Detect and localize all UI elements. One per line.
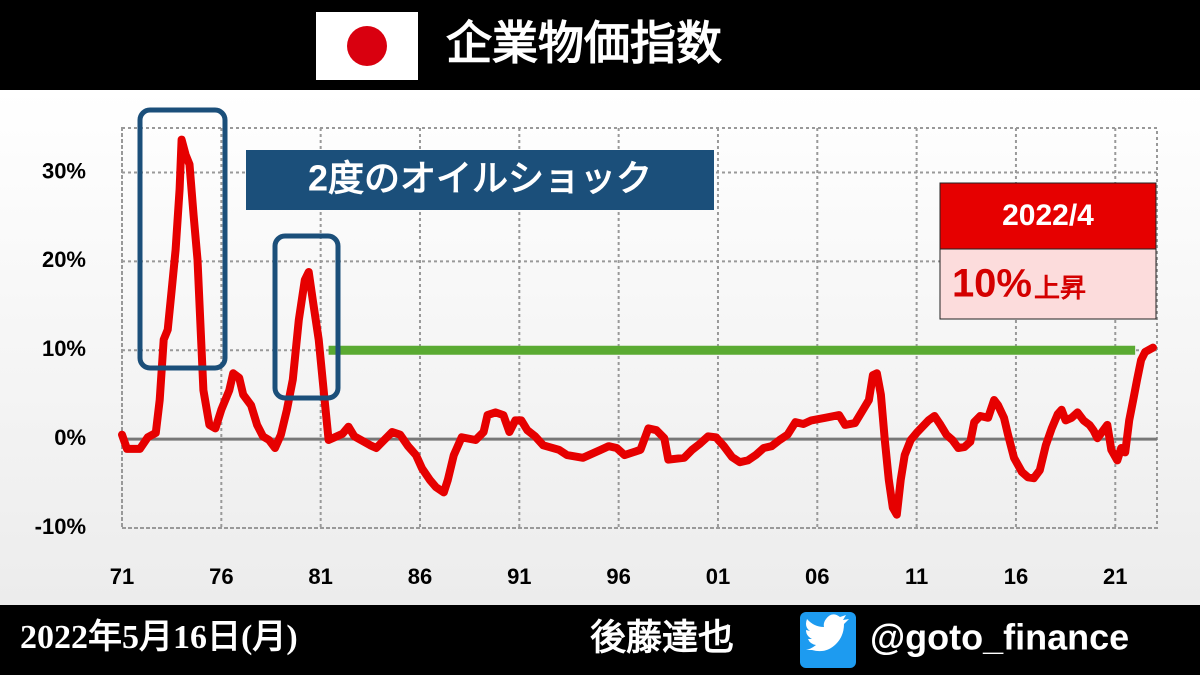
- y-tick-label: -10%: [35, 514, 86, 539]
- x-tick-label: 86: [408, 564, 432, 589]
- handle: @goto_finance: [870, 617, 1129, 658]
- latest-change-suffix: 上昇: [1034, 273, 1086, 303]
- x-tick-label: 76: [209, 564, 233, 589]
- y-tick-label: 10%: [42, 336, 86, 361]
- x-tick-label: 11: [905, 564, 928, 589]
- title: 企業物価指数: [446, 17, 722, 69]
- data-line: [118, 135, 1157, 519]
- annotation: 2度のオイルショック: [308, 158, 652, 199]
- highlight-box: [272, 233, 341, 401]
- x-tick-label: 01: [706, 564, 730, 589]
- x-tick-label: 21: [1103, 564, 1127, 589]
- twitter-bird: [806, 614, 849, 652]
- x-tick-label: 96: [606, 564, 630, 589]
- latest-date: 2022/4: [1002, 199, 1094, 232]
- y-tick-label: 30%: [42, 158, 86, 183]
- latest-change: 10%: [952, 262, 1032, 306]
- change-box: [939, 248, 1157, 320]
- annotation-box: [246, 150, 714, 210]
- y-tick-label: 20%: [42, 247, 86, 272]
- date-box: [939, 182, 1157, 250]
- x-tick-label: 16: [1004, 564, 1028, 589]
- x-tick-label: 91: [507, 564, 531, 589]
- date: 2022年5月16日(月): [20, 618, 298, 656]
- flag-circle: [347, 26, 387, 66]
- y-tick-label: 0%: [54, 425, 86, 450]
- author: 後藤達也: [590, 617, 734, 658]
- header-bar: [0, 0, 1200, 90]
- x-tick-label: 06: [805, 564, 829, 589]
- footer-bar: [0, 605, 1200, 675]
- highlight-box: [137, 107, 228, 371]
- x-tick-label: 81: [308, 564, 332, 589]
- x-tick-label: 71: [110, 564, 134, 589]
